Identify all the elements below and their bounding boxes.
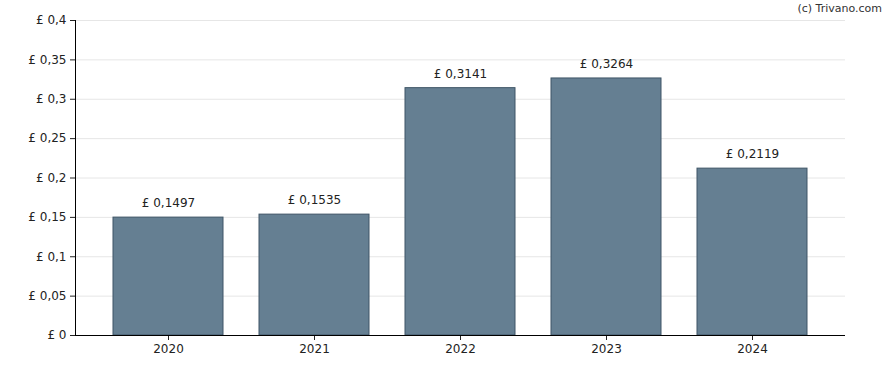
svg-text:£ 0,3264: £ 0,3264	[580, 57, 633, 71]
svg-text:£ 0,1: £ 0,1	[36, 250, 67, 264]
svg-text:£ 0,2: £ 0,2	[36, 171, 67, 185]
svg-text:£ 0,3: £ 0,3	[36, 92, 67, 106]
svg-text:£ 0,15: £ 0,15	[28, 210, 66, 224]
svg-text:£ 0,35: £ 0,35	[28, 53, 66, 67]
svg-text:£ 0,1535: £ 0,1535	[288, 193, 341, 207]
svg-text:2024: 2024	[737, 342, 768, 356]
svg-text:£ 0,05: £ 0,05	[28, 289, 66, 303]
svg-text:£ 0,25: £ 0,25	[28, 131, 66, 145]
svg-text:2023: 2023	[591, 342, 622, 356]
svg-text:£ 0,4: £ 0,4	[36, 13, 67, 27]
svg-text:£ 0,3141: £ 0,3141	[434, 67, 487, 81]
html-text:(c) Trivano.com: (c) Trivano.com	[797, 2, 882, 15]
svg-text:£ 0: £ 0	[47, 328, 66, 342]
svg-text:2021: 2021	[299, 342, 330, 356]
svg-text:2020: 2020	[153, 342, 184, 356]
svg-text:£ 0,1497: £ 0,1497	[142, 196, 195, 210]
svg-text:£ 0,2119: £ 0,2119	[726, 147, 779, 161]
svg-text:2022: 2022	[445, 342, 476, 356]
